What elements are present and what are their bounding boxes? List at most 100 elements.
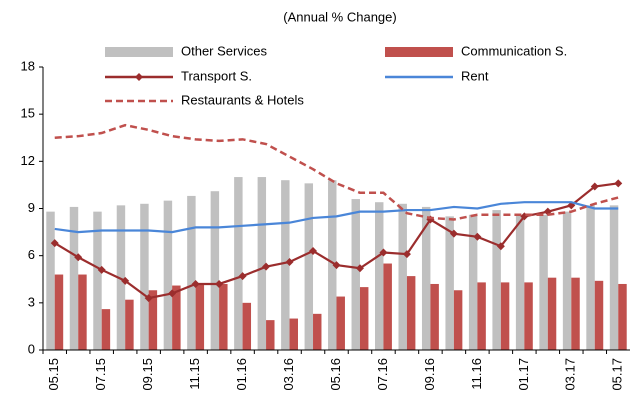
bar: [609, 205, 619, 350]
bar: [453, 290, 463, 350]
x-tick-label: 01.16: [234, 358, 249, 391]
marker: [285, 257, 294, 266]
legend-label: Other Services: [181, 43, 267, 58]
y-tick-label: 9: [28, 200, 35, 215]
x-tick-label: 05.17: [610, 358, 625, 391]
bar: [266, 320, 275, 350]
bar: [618, 283, 627, 350]
bar: [281, 180, 290, 350]
bar: [430, 283, 439, 350]
bar: [304, 183, 314, 350]
marker: [50, 239, 59, 248]
x-tick-label: 09.15: [140, 358, 155, 391]
bar: [219, 283, 228, 350]
x-tick-label: 03.17: [563, 358, 578, 391]
bar: [571, 277, 580, 350]
x-tick-label: 07.16: [375, 358, 390, 391]
bar: [187, 195, 196, 350]
bar: [54, 274, 64, 350]
line: [54, 201, 619, 234]
marker: [215, 279, 224, 288]
x-tick-label: 05.16: [328, 358, 343, 391]
y-tick-label: 12: [21, 153, 35, 168]
bar: [547, 277, 557, 350]
legend-swatch: [105, 47, 173, 57]
marker: [309, 246, 318, 255]
marker: [473, 232, 482, 241]
bar: [336, 296, 345, 350]
marker: [379, 248, 388, 257]
marker: [590, 182, 599, 191]
bar: [101, 309, 111, 350]
marker: [355, 264, 364, 273]
legend-label: Transport S.: [181, 68, 252, 83]
bar: [46, 211, 55, 350]
marker: [402, 250, 411, 259]
bar: [515, 214, 525, 350]
bar: [195, 283, 205, 350]
bar: [375, 202, 384, 350]
marker: [614, 179, 623, 188]
bar: [383, 263, 392, 350]
bar: [468, 214, 478, 350]
bar: [586, 205, 595, 350]
marker: [191, 279, 200, 288]
marker: [97, 265, 106, 274]
bar: [242, 302, 252, 350]
bar: [172, 285, 181, 350]
x-tick-label: 07.15: [93, 358, 108, 391]
bar: [445, 216, 454, 350]
x-tick-label: 05.15: [46, 358, 61, 391]
bar: [125, 299, 134, 350]
legend-label: Communication S.: [461, 43, 567, 58]
x-tick-label: 01.17: [516, 358, 531, 391]
bar: [69, 206, 79, 350]
marker: [74, 253, 83, 262]
x-tick-label: 11.16: [469, 358, 484, 390]
x-tick-label: 09.16: [422, 358, 437, 391]
bar: [328, 180, 337, 350]
y-tick-label: 0: [28, 341, 35, 356]
bar: [234, 177, 243, 350]
marker: [449, 229, 458, 238]
bar: [492, 210, 501, 350]
bar: [562, 211, 572, 350]
legend-marker: [135, 73, 143, 81]
bar: [500, 282, 510, 350]
bar: [421, 206, 431, 350]
marker: [168, 289, 177, 298]
bar: [594, 280, 604, 350]
x-tick-label: 11.15: [187, 358, 202, 390]
y-tick-label: 3: [28, 294, 35, 309]
marker: [496, 242, 505, 251]
bar: [257, 177, 267, 350]
bar: [313, 313, 322, 350]
y-tick-label: 15: [21, 106, 35, 121]
bar: [524, 282, 533, 350]
legend-label: Rent: [461, 68, 489, 83]
chart-title: (Annual % Change): [283, 9, 396, 24]
marker: [238, 272, 247, 281]
bar: [477, 282, 486, 350]
y-tick-label: 6: [28, 247, 35, 262]
x-tick-label: 03.16: [281, 358, 296, 391]
marker: [121, 276, 130, 285]
bar: [140, 203, 149, 350]
bar: [93, 211, 102, 350]
marker: [144, 294, 153, 303]
y-tick-label: 18: [21, 58, 35, 73]
marker: [262, 262, 271, 271]
bar: [163, 200, 173, 350]
marker: [332, 261, 341, 270]
bar: [398, 203, 407, 350]
bar: [289, 318, 298, 350]
legend-label: Restaurants & Hotels: [181, 92, 304, 107]
bar: [359, 287, 369, 350]
bar: [406, 276, 416, 350]
legend-swatch: [385, 47, 453, 57]
bar: [148, 290, 158, 350]
bar: [351, 199, 360, 350]
bar: [539, 214, 548, 350]
bar: [78, 274, 87, 350]
